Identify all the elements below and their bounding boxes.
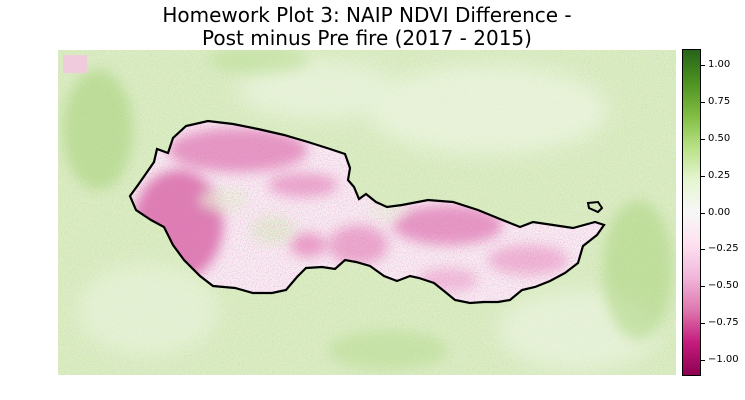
map-canvas xyxy=(58,50,676,375)
title-line-2: Post minus Pre fire (2017 - 2015) xyxy=(202,26,532,50)
colorbar-tick-label: −1.00 xyxy=(708,354,739,366)
colorbar: 1.00 0.75 0.50 0.25 0.00 −0.25 −0.50 −0.75 −1.00 xyxy=(682,49,739,376)
colorbar-tick-label: 1.00 xyxy=(708,58,731,70)
colorbar-tick-label: −0.50 xyxy=(708,280,739,292)
colorbar-tick-label: 0.00 xyxy=(708,206,731,218)
colorbar-gradient xyxy=(682,49,701,376)
colorbar-tick-label: 0.50 xyxy=(708,132,731,144)
fire-boundary-island xyxy=(586,200,604,214)
colorbar-tick-label: 0.75 xyxy=(708,95,731,107)
plot-title: Homework Plot 3: NAIP NDVI Difference - … xyxy=(58,4,676,50)
colorbar-tick-label: −0.25 xyxy=(708,243,739,255)
title-line-1: Homework Plot 3: NAIP NDVI Difference - xyxy=(162,3,572,27)
ndvi-difference-map xyxy=(58,50,676,375)
colorbar-tick-label: 0.25 xyxy=(708,169,731,181)
colorbar-tick-label: −0.75 xyxy=(708,317,739,329)
